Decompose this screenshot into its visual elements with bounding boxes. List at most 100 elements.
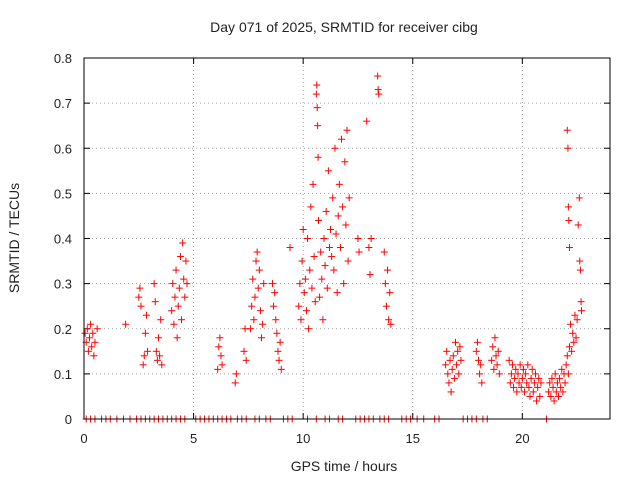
data-point [183, 280, 191, 288]
data-point [214, 365, 222, 373]
data-point [453, 361, 461, 369]
data-point [169, 280, 177, 288]
data-point [578, 307, 586, 315]
data-point [505, 356, 513, 364]
data-point [563, 352, 571, 360]
data-point [565, 244, 573, 252]
data-point [366, 271, 374, 279]
data-point [451, 338, 459, 346]
data-point [545, 388, 553, 396]
data-point [93, 325, 101, 333]
data-point [374, 72, 382, 80]
data-point [449, 352, 457, 360]
data-point [534, 383, 542, 391]
data-point [258, 334, 266, 342]
data-point [525, 383, 533, 391]
data-point [157, 316, 165, 324]
data-point [170, 320, 178, 328]
data-point [301, 275, 309, 283]
data-point [576, 257, 584, 265]
data-point [336, 244, 344, 252]
data-point [216, 334, 224, 342]
data-point [536, 392, 544, 400]
x-tick-label: 20 [515, 431, 529, 446]
data-point [477, 361, 485, 369]
data-point [313, 81, 321, 89]
data-point [575, 194, 583, 202]
data-point [547, 392, 555, 400]
data-point [446, 356, 454, 364]
data-point [382, 302, 390, 310]
data-point [171, 293, 179, 301]
data-point [495, 370, 503, 378]
data-point [577, 298, 585, 306]
data-point [179, 239, 187, 247]
data-point [168, 307, 176, 315]
data-point [333, 289, 341, 297]
data-point [546, 379, 554, 387]
data-point [576, 266, 584, 274]
data-point [312, 90, 320, 98]
data-point [533, 397, 541, 405]
data-point [268, 280, 276, 288]
data-point [564, 144, 572, 152]
data-point [527, 374, 535, 382]
data-point [304, 235, 312, 242]
data-point [492, 352, 500, 360]
y-tick-label: 0.3 [54, 277, 72, 292]
data-point [491, 334, 499, 342]
data-point [320, 235, 328, 242]
data-point [535, 374, 543, 382]
data-point [511, 374, 519, 382]
data-point [144, 347, 152, 355]
y-tick-label: 0.6 [54, 141, 72, 156]
data-point [345, 194, 353, 202]
data-point [176, 253, 184, 261]
data-point [314, 122, 322, 130]
data-point [298, 257, 306, 265]
data-point [374, 86, 382, 94]
data-point [510, 383, 518, 391]
data-point [508, 361, 516, 369]
y-tick-label: 0.7 [54, 96, 72, 111]
data-point [300, 289, 308, 297]
data-point [276, 338, 284, 346]
data-point [365, 244, 373, 252]
data-point [85, 334, 93, 342]
data-point [443, 347, 451, 355]
data-point [181, 293, 189, 301]
data-point [247, 325, 255, 333]
data-point [313, 104, 321, 112]
x-tick-label: 5 [190, 431, 197, 446]
data-point [139, 361, 147, 369]
data-point [367, 235, 375, 242]
data-point [272, 316, 280, 324]
data-point [273, 329, 281, 337]
data-point [309, 180, 317, 188]
data-point [574, 221, 582, 229]
data-point [254, 284, 262, 292]
data-point [231, 379, 239, 387]
y-tick-label: 0.4 [54, 232, 72, 247]
tick-labels: 0 0.1 0.2 0.3 0.4 0.5 0.6 0.7 0.8 0 5 10 15 20 [54, 51, 530, 446]
data-point [153, 356, 161, 364]
data-point [319, 316, 327, 324]
data-point [150, 280, 158, 288]
data-point [553, 379, 561, 387]
data-point [275, 356, 283, 364]
data-point [530, 379, 538, 387]
data-points [81, 72, 586, 423]
data-point [151, 298, 159, 306]
data-point [308, 284, 316, 292]
data-point [494, 347, 502, 355]
y-tick-label: 0 [65, 412, 72, 427]
data-point [517, 383, 525, 391]
data-point [354, 235, 362, 242]
data-point [316, 293, 324, 301]
data-point [344, 257, 352, 265]
data-point [387, 320, 395, 328]
y-tick-label: 0.8 [54, 51, 72, 66]
data-point [341, 158, 349, 166]
data-point [260, 280, 268, 288]
